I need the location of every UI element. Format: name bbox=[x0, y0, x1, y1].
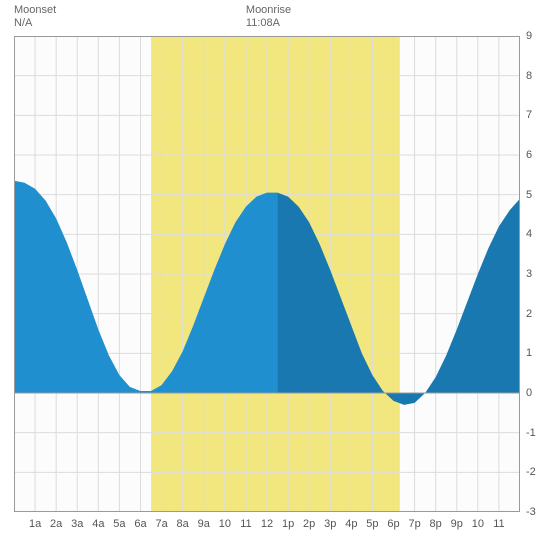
x-tick-label: 8a bbox=[177, 518, 189, 530]
y-tick-label: -1 bbox=[526, 427, 536, 439]
moonset-value: N/A bbox=[14, 17, 56, 30]
x-tick-label: 3a bbox=[71, 518, 83, 530]
x-tick-label: 4p bbox=[345, 518, 357, 530]
x-tick-label: 7p bbox=[408, 518, 420, 530]
x-tick-label: 9a bbox=[198, 518, 210, 530]
moonset-title: Moonset bbox=[14, 4, 56, 17]
tide-chart-container: Moonset N/A Moonrise 11:08A 1a 2a 3a 4a 5a 6a… bbox=[0, 0, 550, 550]
x-tick-label: 4a bbox=[92, 518, 104, 530]
x-tick-label: 7a bbox=[155, 518, 167, 530]
y-tick-label: 3 bbox=[526, 268, 532, 280]
y-tick-label: -3 bbox=[526, 506, 536, 518]
x-tick-label: 11 bbox=[493, 518, 504, 530]
moonrise-value: 11:08A bbox=[246, 17, 291, 30]
chart-plot-area bbox=[14, 36, 520, 512]
moonrise-label: Moonrise 11:08A bbox=[246, 4, 291, 30]
chart-svg bbox=[14, 36, 520, 512]
x-tick-label: 6p bbox=[387, 518, 399, 530]
y-tick-label: 0 bbox=[526, 387, 532, 399]
y-tick-label: 5 bbox=[526, 189, 532, 201]
y-tick-label: 9 bbox=[526, 30, 532, 42]
y-tick-label: 2 bbox=[526, 308, 532, 320]
y-tick-label: 6 bbox=[526, 149, 532, 161]
y-tick-label: 4 bbox=[526, 228, 532, 240]
x-tick-label: 1a bbox=[29, 518, 41, 530]
moon-header: Moonset N/A Moonrise 11:08A bbox=[0, 4, 550, 34]
x-tick-label: 5a bbox=[113, 518, 125, 530]
moonset-label: Moonset N/A bbox=[14, 4, 56, 30]
x-tick-label: 2a bbox=[50, 518, 62, 530]
moonrise-title: Moonrise bbox=[246, 4, 291, 17]
y-tick-label: 8 bbox=[526, 70, 532, 82]
y-tick-label: -2 bbox=[526, 466, 536, 478]
x-tick-label: 1p bbox=[282, 518, 294, 530]
x-tick-label: 6a bbox=[134, 518, 146, 530]
y-tick-label: 7 bbox=[526, 109, 532, 121]
y-tick-label: 1 bbox=[526, 347, 532, 359]
x-tick-label: 10 bbox=[219, 518, 231, 530]
x-tick-label: 10 bbox=[472, 518, 484, 530]
x-tick-label: 9p bbox=[451, 518, 463, 530]
x-tick-label: 2p bbox=[303, 518, 315, 530]
x-tick-label: 3p bbox=[324, 518, 336, 530]
x-tick-label: 12 bbox=[261, 518, 273, 530]
x-tick-label: 5p bbox=[366, 518, 378, 530]
x-tick-label: 11 bbox=[240, 518, 251, 530]
x-tick-label: 8p bbox=[430, 518, 442, 530]
